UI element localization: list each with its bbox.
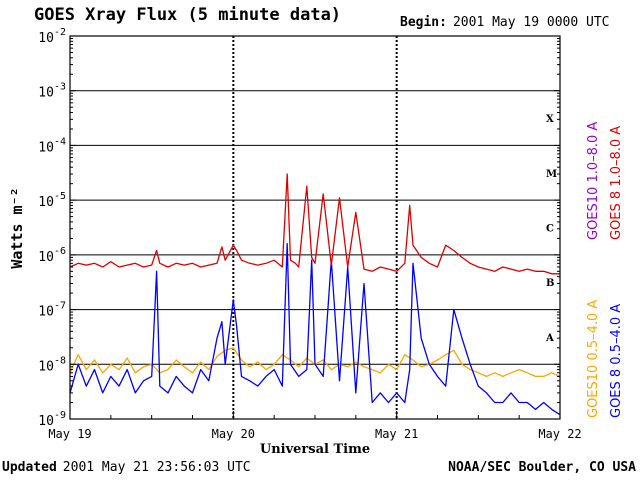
y-tick-exponent: -8 bbox=[54, 355, 66, 366]
y-tick-label: 10-3 bbox=[38, 82, 66, 101]
y-tick-label: 10-2 bbox=[38, 27, 66, 46]
y-tick-label: 10-5 bbox=[38, 191, 66, 210]
series-layer bbox=[69, 173, 561, 416]
y-tick-exponent: -9 bbox=[54, 410, 66, 421]
y-tick-exponent: -7 bbox=[54, 301, 66, 312]
y-tick-exponent: -2 bbox=[54, 27, 66, 38]
begin-info: Begin: 2001 May 19 0000 UTC bbox=[400, 15, 610, 30]
y-tick-label: 10-6 bbox=[38, 246, 66, 265]
flare-class-label: X bbox=[546, 114, 554, 125]
y-tick-exponent: -5 bbox=[54, 191, 66, 202]
chart-title: GOES Xray Flux (5 minute data) bbox=[34, 5, 342, 25]
y-tick-base: 10 bbox=[38, 359, 54, 374]
credit-text: NOAA/SEC Boulder, CO USA bbox=[448, 460, 636, 475]
y-axis-label: Watts m⁻² bbox=[8, 187, 26, 268]
x-axis-label: Universal Time bbox=[260, 442, 370, 457]
y-tick-label: 10-4 bbox=[38, 136, 66, 155]
y-tick-exponent: -6 bbox=[54, 246, 66, 257]
begin-label: Begin: bbox=[400, 15, 447, 30]
flare-class-label: M bbox=[546, 169, 557, 180]
y-tick-label: 10-9 bbox=[38, 410, 66, 429]
x-tick-label: May 19 bbox=[48, 427, 91, 441]
flare-class-label: B bbox=[546, 278, 554, 289]
updated-value: 2001 May 21 23:56:03 UTC bbox=[62, 460, 251, 475]
y-tick-base: 10 bbox=[38, 305, 54, 320]
y-tick-base: 10 bbox=[38, 31, 54, 46]
flare-class-label: A bbox=[545, 333, 554, 344]
y-tick-label: 10-8 bbox=[38, 355, 66, 374]
legend-entry-0: GOES10 1.0–8.0 A bbox=[586, 122, 601, 240]
series-line-3 bbox=[69, 243, 561, 416]
y-tick-base: 10 bbox=[38, 140, 54, 155]
flare-class-label: C bbox=[546, 224, 554, 235]
legend-entry-3: GOES 8 0.5–4.0 A bbox=[609, 304, 624, 418]
legend-entry-2: GOES10 0.5–4.0 A bbox=[586, 300, 601, 418]
series-line-1 bbox=[69, 173, 560, 275]
y-tick-exponent: -3 bbox=[54, 82, 66, 93]
y-tick-exponent: -4 bbox=[54, 136, 66, 147]
x-tick-label: May 22 bbox=[538, 427, 581, 441]
updated-label: Updated bbox=[2, 460, 57, 475]
begin-value: 2001 May 19 0000 UTC bbox=[452, 15, 610, 30]
y-tick-base: 10 bbox=[38, 86, 54, 101]
y-tick-base: 10 bbox=[38, 414, 54, 429]
updated-info: Updated 2001 May 21 23:56:03 UTC bbox=[2, 460, 251, 475]
y-tick-label: 10-7 bbox=[38, 301, 66, 320]
legend: GOES10 1.0–8.0 A GOES 8 1.0–8.0 A GOES10 0… bbox=[586, 122, 624, 418]
x-tick-label: May 21 bbox=[375, 427, 418, 441]
y-tick-base: 10 bbox=[38, 195, 54, 210]
x-tick-label: May 20 bbox=[212, 427, 255, 441]
y-tick-base: 10 bbox=[38, 250, 54, 265]
legend-entry-1: GOES 8 1.0–8.0 A bbox=[609, 126, 624, 240]
